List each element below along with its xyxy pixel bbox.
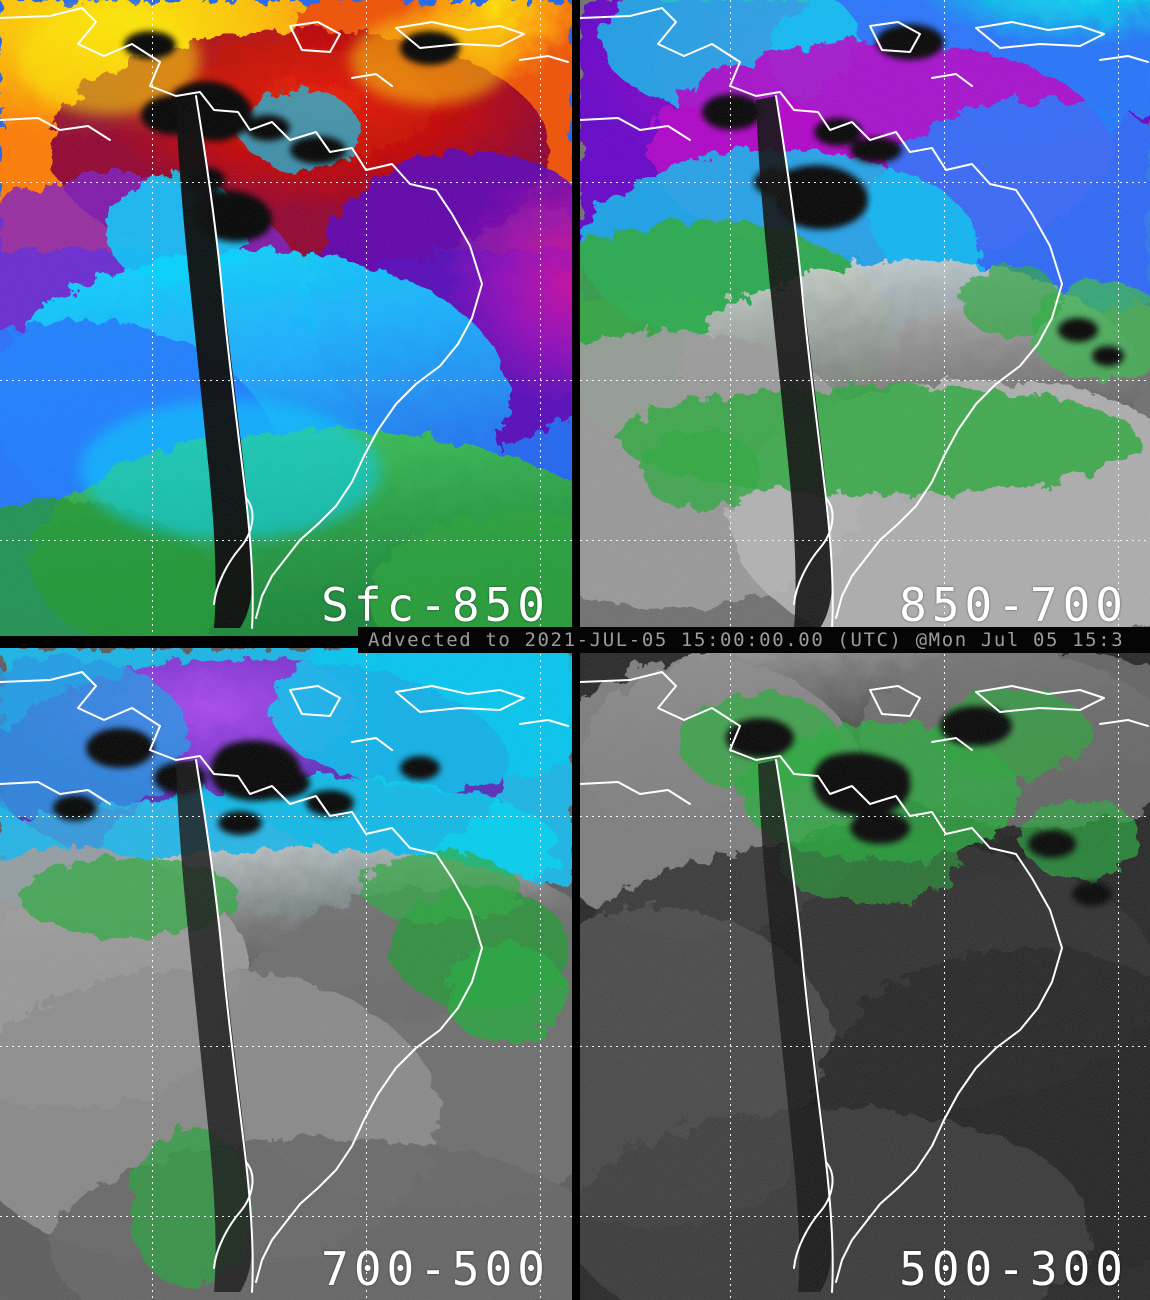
panel-850-700-label: 850-700	[899, 578, 1128, 632]
panel-700-500-image	[0, 648, 572, 1300]
panel-500-300-label: 500-300	[899, 1242, 1128, 1296]
panel-sfc-850[interactable]: Sfc-850	[0, 0, 572, 636]
timestamp-caption-text: Advected to 2021-JUL-05 15:00:00.00 (UTC…	[368, 629, 1125, 651]
panel-sfc-850-label: Sfc-850	[321, 578, 550, 632]
panel-700-500-label: 700-500	[321, 1242, 550, 1296]
panel-850-700[interactable]: 850-700	[580, 0, 1150, 636]
panel-700-500[interactable]: 700-500	[0, 648, 572, 1300]
panel-500-300-image	[580, 648, 1150, 1300]
panel-sfc-850-image	[0, 0, 572, 636]
panel-850-700-image	[580, 0, 1150, 636]
panel-500-300[interactable]: 500-300	[580, 648, 1150, 1300]
timestamp-caption-band: Advected to 2021-JUL-05 15:00:00.00 (UTC…	[358, 627, 1150, 653]
